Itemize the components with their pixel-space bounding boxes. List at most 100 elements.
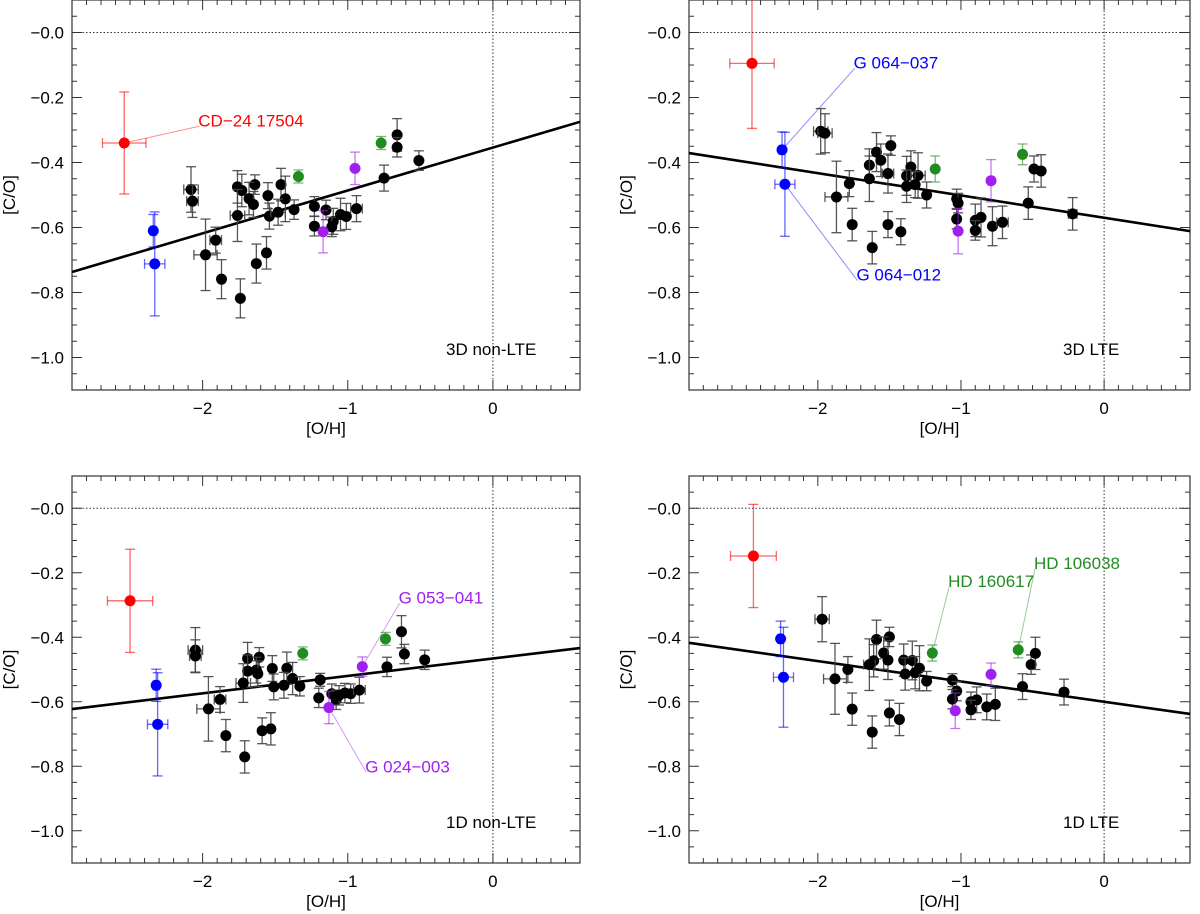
y-tick-label: −0.0 [30,499,64,518]
point-marker [747,550,759,562]
point-marker [252,668,264,680]
data-point [1012,641,1024,659]
data-point [262,181,274,210]
point-marker [320,204,332,216]
data-point [326,216,338,238]
point-marker [118,137,130,149]
panel-1d-non-lte: −2 −1 0 −0.0 −0.2 −0.4 −0.6 −0.8 −1.0 [O/H] [C/O] 1… [0,475,581,911]
point-marker [875,154,887,166]
data-point [949,692,961,730]
y-tick-label: −1.0 [30,822,64,841]
panel-label: 3D LTE [1063,340,1119,359]
point-marker [275,179,287,191]
point-marker [921,675,933,687]
fit-line [688,151,1191,233]
y-tick-label: −0.2 [30,89,64,108]
point-marker [200,249,212,261]
point-marker [775,633,787,645]
data-point [899,657,911,691]
point-marker [951,685,963,697]
data-point [252,660,264,688]
point-marker [1029,647,1041,659]
point-marker [952,225,964,237]
fit-line [71,646,581,711]
point-marker [265,723,277,735]
point-marker [378,172,390,184]
y-tick-label: −0.4 [30,628,64,647]
x-tick-label: 0 [1099,399,1108,418]
y-tick-label: −0.4 [647,154,681,173]
point-marker [883,707,895,719]
data-point [229,188,246,243]
point-marker [317,226,329,238]
y-tick-label: −0.2 [647,89,681,108]
plot-frame [71,0,581,391]
data-point [772,626,795,728]
panel-1d-lte: −2 −1 0 −0.0 −0.2 −0.4 −0.6 −0.8 −1.0 [O/H] [C/O] 1… [617,475,1191,911]
point-marker [313,692,325,704]
x-tick-label: −1 [338,872,357,891]
data-point [996,205,1009,240]
point-marker [846,703,858,715]
data-point [268,673,280,701]
data-point [247,190,259,219]
point-marker [381,661,393,673]
data-point [981,693,993,721]
point-marker [314,674,326,686]
point-marker [294,680,306,692]
point-marker [249,179,261,191]
point-marker [260,247,272,259]
y-tick-label: −0.6 [647,693,681,712]
point-marker [220,730,232,742]
point-marker [816,613,828,625]
data-point [846,692,858,726]
data-point [729,503,777,609]
data-point [776,131,788,169]
point-marker [278,679,290,691]
point-marker [1017,148,1029,160]
data-point [287,661,299,696]
data-point [186,184,199,219]
data-point [965,699,977,721]
data-point [883,699,895,727]
data-point [239,740,251,774]
point-marker [308,220,320,232]
point-marker [843,178,855,190]
x-tick-label: −2 [193,399,212,418]
point-marker [882,654,894,666]
point-marker [871,146,883,158]
data-point [236,173,248,208]
data-point [391,136,403,158]
data-point [380,631,392,646]
data-point [909,170,921,199]
point-marker [391,141,403,153]
point-marker [1035,165,1047,177]
y-tick-label: −0.6 [647,219,681,238]
data-point [375,135,387,151]
point-marker [846,219,858,231]
point-marker [147,225,159,237]
y-tick-label: −0.8 [647,757,681,776]
plot-frame [71,475,581,864]
data-point [846,207,858,242]
data-point [413,150,425,171]
data-point [1035,154,1047,188]
x-tick-label: −1 [338,399,357,418]
y-tick-label: −1.0 [647,822,681,841]
x-tick-label: −2 [808,399,827,418]
point-marker [185,183,197,195]
plot-frame [688,0,1191,391]
point-marker [885,140,897,152]
data-point [265,712,277,746]
data-point [774,131,796,237]
data-point [929,155,941,183]
data-point [946,673,958,688]
data-point [297,646,309,661]
data-point [317,209,329,254]
data-point [1058,678,1070,706]
point-marker [150,679,162,691]
point-marker [921,189,933,201]
y-axis-label: [C/O] [617,175,636,215]
point-marker [1067,208,1079,220]
